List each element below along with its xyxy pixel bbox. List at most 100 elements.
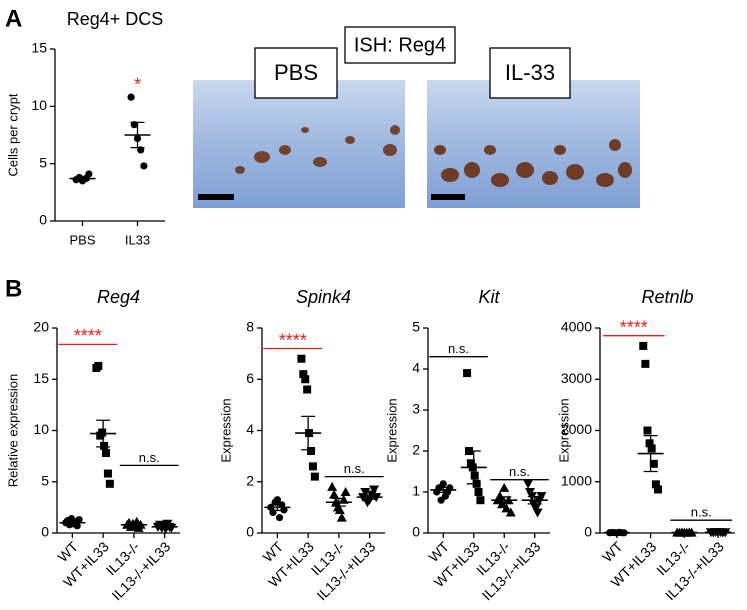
data-point: [463, 369, 472, 378]
image-title: ISH: Reg4: [354, 34, 446, 56]
y-tick-label: 2: [246, 472, 254, 488]
chart-title: Reg4+ DCS: [67, 9, 164, 29]
error-bar: [362, 494, 377, 500]
data-point: [501, 503, 512, 513]
y-tick-label: 2: [412, 442, 420, 458]
data-point: [654, 485, 663, 494]
error-bar: [643, 434, 658, 473]
significance-label: n.s.: [139, 450, 160, 465]
data-point: [127, 93, 135, 101]
y-axis-label: Expression: [556, 398, 571, 462]
data-point: [303, 385, 312, 394]
data-point: [476, 496, 485, 505]
data-point: [94, 361, 103, 370]
data-point: [499, 482, 510, 492]
chart-title: Spink4: [296, 287, 351, 307]
y-axis-label: Cells per crypt: [5, 93, 20, 176]
data-point: [439, 480, 447, 488]
data-point: [643, 426, 652, 435]
data-point: [474, 488, 483, 496]
data-point: [641, 359, 650, 368]
data-point: [299, 370, 308, 379]
data-point: [301, 375, 310, 384]
y-tick-label: 15: [31, 40, 47, 56]
y-tick-label: 4000: [561, 319, 592, 335]
data-point: [297, 354, 306, 363]
y-tick-label: 4: [412, 360, 420, 376]
chart-title: Reg4: [97, 287, 140, 307]
data-point: [336, 512, 347, 522]
chart-title: Retnlb: [641, 287, 693, 307]
data-point: [639, 341, 648, 350]
micrograph: [427, 80, 640, 208]
data-point: [505, 507, 516, 517]
data-point: [98, 428, 107, 437]
y-tick-label: 3000: [561, 370, 592, 386]
significance-label: n.s.: [509, 464, 530, 479]
data-point: [140, 162, 148, 170]
y-tick-label: 0: [584, 524, 592, 540]
significance-label: ****: [279, 330, 307, 350]
error-bar: [497, 496, 512, 505]
data-point: [307, 447, 316, 455]
data-point: [360, 488, 371, 497]
x-tick-label: WT: [599, 538, 626, 565]
error-bar: [126, 523, 141, 527]
y-tick-label: 6: [246, 370, 254, 386]
y-tick-label: 0: [39, 212, 47, 228]
data-point: [329, 489, 340, 499]
data-point: [369, 485, 380, 495]
data-point: [466, 459, 475, 468]
panel-label: B: [5, 275, 22, 302]
error-bar: [270, 503, 285, 512]
y-tick-label: 15: [33, 370, 49, 386]
data-point: [338, 494, 349, 504]
y-tick-label: 8: [246, 319, 254, 335]
y-tick-label: 4: [246, 421, 254, 437]
error-bar: [75, 176, 90, 181]
y-tick-label: 1: [412, 483, 420, 499]
y-tick-label: 0: [412, 524, 420, 540]
y-tick-label: 10: [33, 421, 49, 437]
y-tick-label: 5: [412, 319, 420, 335]
error-bar: [96, 419, 111, 448]
data-point: [103, 469, 112, 478]
significance-label: n.s.: [344, 461, 365, 476]
data-point: [273, 496, 281, 504]
y-tick-label: 5: [39, 154, 47, 170]
significance-label: ****: [620, 317, 648, 337]
error-bar: [436, 486, 451, 494]
error-bar: [130, 121, 145, 149]
data-point: [532, 508, 543, 518]
error-bar: [331, 497, 346, 507]
significance-label: *: [134, 74, 141, 94]
y-axis-label: Expression: [384, 398, 399, 462]
micrograph: [193, 80, 405, 208]
error-bar: [466, 450, 481, 485]
data-point: [470, 471, 479, 480]
x-tick-label: IL33: [125, 232, 150, 247]
data-point: [275, 514, 284, 522]
data-point: [102, 449, 111, 458]
image-label: PBS: [274, 60, 318, 85]
error-bar: [65, 521, 80, 525]
significance-label: n.s.: [691, 505, 712, 520]
y-tick-label: 5: [41, 472, 49, 488]
data-point: [334, 504, 345, 514]
y-tick-label: 10: [31, 97, 47, 113]
image-label: IL-33: [505, 60, 555, 85]
data-point: [340, 487, 351, 496]
error-bar: [527, 495, 542, 505]
data-point: [105, 479, 114, 488]
y-tick-label: 0: [246, 524, 254, 540]
data-point: [308, 462, 317, 471]
data-point: [647, 444, 656, 453]
panel-label: A: [5, 5, 22, 32]
x-tick-label: PBS: [69, 232, 95, 247]
significance-label: n.s.: [448, 341, 469, 356]
data-point: [651, 480, 660, 489]
data-point: [100, 441, 109, 450]
y-tick-label: 0: [41, 524, 49, 540]
y-axis-label: Relative expression: [5, 374, 20, 487]
chart-title: Kit: [478, 287, 500, 307]
